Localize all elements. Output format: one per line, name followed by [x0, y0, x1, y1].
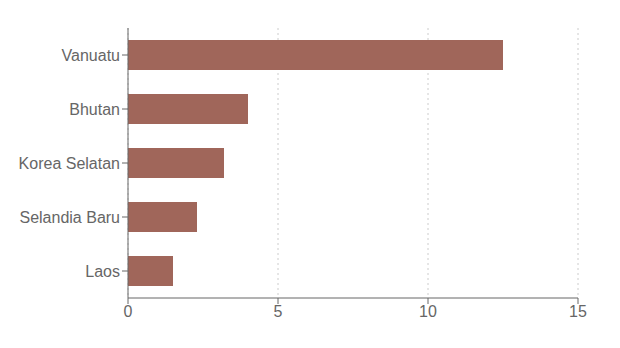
svg-text:Selandia Baru: Selandia Baru [19, 209, 120, 226]
svg-text:10: 10 [419, 303, 437, 320]
svg-text:Bhutan: Bhutan [69, 101, 120, 118]
svg-text:15: 15 [569, 303, 587, 320]
svg-text:Laos: Laos [85, 263, 120, 280]
svg-text:5: 5 [274, 303, 283, 320]
svg-text:0: 0 [124, 303, 133, 320]
svg-text:Korea Selatan: Korea Selatan [19, 155, 120, 172]
svg-text:Vanuatu: Vanuatu [62, 47, 120, 64]
